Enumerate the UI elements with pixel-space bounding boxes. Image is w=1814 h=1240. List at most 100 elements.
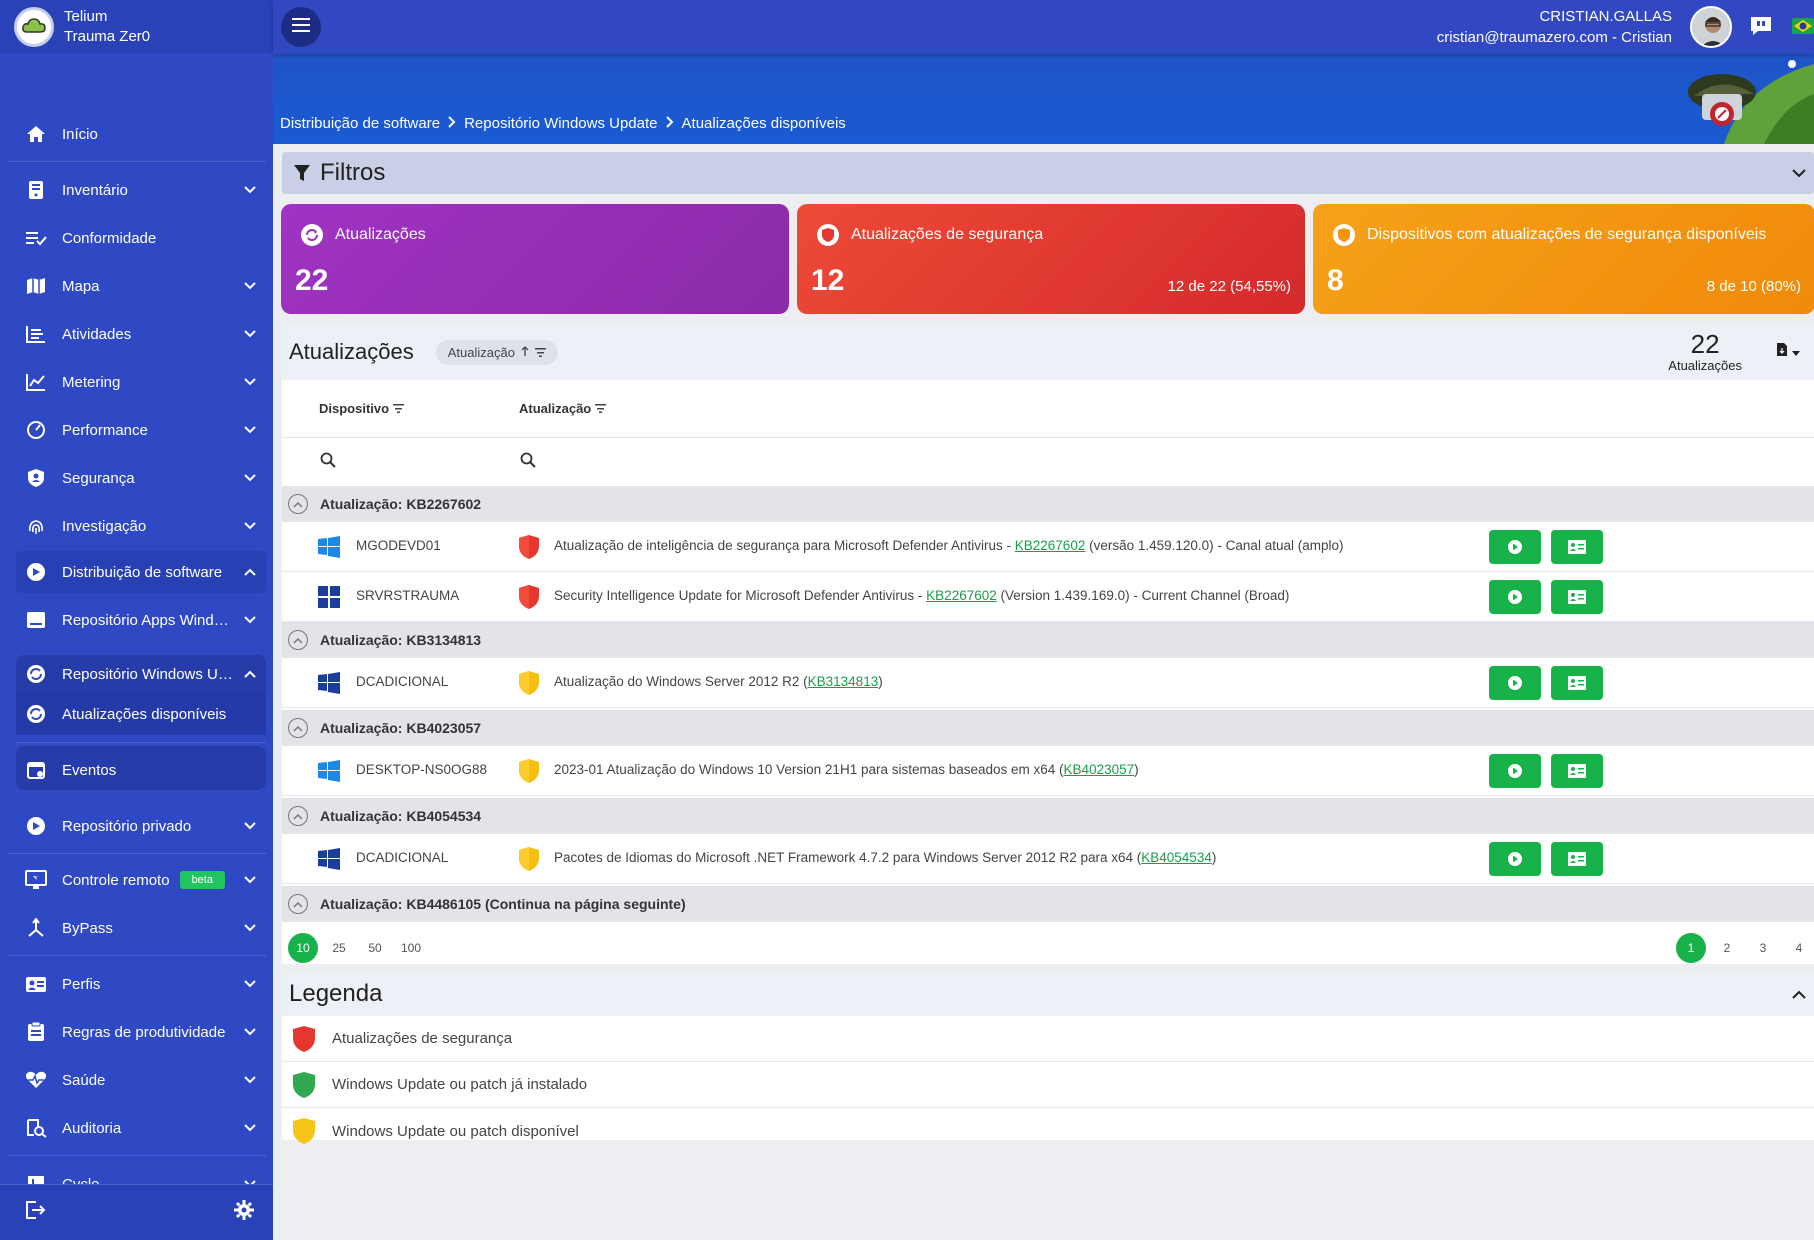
- kb-link[interactable]: KB3134813: [807, 674, 879, 689]
- chevron-down-icon[interactable]: [236, 1076, 264, 1084]
- export-button[interactable]: [1776, 342, 1800, 362]
- sidebar-item-atividades[interactable]: Atividades: [16, 313, 266, 355]
- sidebar-item-auditoria[interactable]: Auditoria: [16, 1107, 266, 1149]
- kb-link[interactable]: KB2267602: [1014, 538, 1086, 553]
- menu-toggle-button[interactable]: [281, 7, 321, 47]
- collapse-icon[interactable]: [288, 894, 308, 914]
- chevron-down-icon[interactable]: [236, 330, 264, 338]
- table-row[interactable]: DCADICIONAL Atualização do Windows Serve…: [282, 658, 1814, 708]
- chevron-down-icon[interactable]: [236, 876, 264, 884]
- sidebar-item-repositorio-apps[interactable]: Repositório Apps Windows: [16, 599, 266, 641]
- page-size-option[interactable]: 10: [288, 933, 318, 963]
- sidebar-item-inicio[interactable]: Início: [16, 113, 266, 155]
- sidebar-item-saude[interactable]: Saúde: [16, 1059, 266, 1101]
- legend-header[interactable]: Legenda: [282, 972, 1814, 1016]
- chevron-down-icon[interactable]: [236, 1028, 264, 1036]
- deploy-button[interactable]: [1489, 842, 1541, 876]
- collapse-icon[interactable]: [288, 718, 308, 738]
- sidebar-item-atualizacoes-disponiveis[interactable]: Atualizações disponíveis: [16, 693, 266, 735]
- chevron-down-icon[interactable]: [236, 522, 264, 530]
- sidebar-item-mapa[interactable]: Mapa: [16, 265, 266, 307]
- device-name[interactable]: DCADICIONAL: [356, 674, 449, 689]
- sidebar-item-seguranca[interactable]: Segurança: [16, 457, 266, 499]
- chevron-down-icon[interactable]: [236, 980, 264, 988]
- chevron-down-icon[interactable]: [236, 282, 264, 290]
- deploy-button[interactable]: [1489, 580, 1541, 614]
- card-security-updates[interactable]: Atualizações de segurança 12 12 de 22 (5…: [797, 204, 1305, 314]
- breadcrumb-item[interactable]: Repositório Windows Update: [464, 115, 658, 132]
- user-info[interactable]: CRISTIAN.GALLAS cristian@traumazero.com …: [1437, 6, 1672, 48]
- table-row[interactable]: SRVRSTRAUMA Security Intelligence Update…: [282, 572, 1814, 622]
- chevron-down-icon[interactable]: [236, 186, 264, 194]
- chevron-up-icon[interactable]: [236, 670, 264, 678]
- sidebar-item-performance[interactable]: Performance: [16, 409, 266, 451]
- details-button[interactable]: [1551, 754, 1603, 788]
- device-search[interactable]: [320, 438, 336, 486]
- chevron-down-icon[interactable]: [236, 924, 264, 932]
- sidebar-item-repositorio-privado[interactable]: Repositório privado: [16, 805, 266, 847]
- deploy-button[interactable]: [1489, 754, 1541, 788]
- table-row[interactable]: DESKTOP-NS0OG88 2023-01 Atualização do W…: [282, 746, 1814, 796]
- chevron-down-icon[interactable]: [236, 378, 264, 386]
- page-size-option[interactable]: 50: [368, 941, 382, 955]
- column-header-device[interactable]: Dispositivo: [319, 380, 405, 437]
- chevron-up-icon[interactable]: [236, 568, 264, 576]
- sidebar-item-conformidade[interactable]: Conformidade: [16, 217, 266, 259]
- chevron-up-icon[interactable]: [1792, 990, 1806, 999]
- group-row[interactable]: Atualização: KB4023057: [282, 710, 1814, 746]
- kb-link[interactable]: KB2267602: [926, 588, 997, 603]
- sidebar-item-repositorio-windows-update[interactable]: Repositório Windows Update: [16, 653, 266, 695]
- details-button[interactable]: [1551, 842, 1603, 876]
- chat-icon[interactable]: [1748, 14, 1774, 38]
- kb-link[interactable]: KB4054534: [1141, 850, 1212, 865]
- deploy-button[interactable]: [1489, 530, 1541, 564]
- chevron-down-icon[interactable]: [236, 822, 264, 830]
- group-row[interactable]: Atualização: KB2267602: [282, 486, 1814, 522]
- details-button[interactable]: [1551, 580, 1603, 614]
- page-button[interactable]: 4: [1795, 941, 1803, 955]
- chevron-down-icon[interactable]: [1792, 168, 1806, 178]
- brazil-flag-icon[interactable]: [1792, 14, 1814, 38]
- sidebar-item-bypass[interactable]: ByPass: [16, 907, 266, 949]
- group-row[interactable]: Atualização: KB4486105 (Continua na pági…: [282, 886, 1814, 922]
- details-button[interactable]: [1551, 530, 1603, 564]
- page-button[interactable]: 2: [1723, 941, 1731, 955]
- avatar[interactable]: [1690, 6, 1732, 48]
- collapse-icon[interactable]: [288, 494, 308, 514]
- chevron-down-icon[interactable]: [236, 1124, 264, 1132]
- table-row[interactable]: DCADICIONAL Pacotes de Idiomas do Micros…: [282, 834, 1814, 884]
- filter-lines-icon[interactable]: [595, 401, 607, 416]
- group-row[interactable]: Atualização: KB4054534: [282, 798, 1814, 834]
- chevron-down-icon[interactable]: [236, 616, 264, 624]
- logout-icon[interactable]: [24, 1200, 46, 1225]
- device-name[interactable]: DESKTOP-NS0OG88: [356, 762, 488, 777]
- sidebar-item-eventos[interactable]: Eventos: [16, 749, 266, 791]
- sidebar-item-controle-remoto[interactable]: Controle remoto beta: [16, 859, 266, 901]
- column-header-update[interactable]: Atualização: [519, 380, 607, 437]
- table-row[interactable]: MGODEVD01 Atualização de inteligência de…: [282, 522, 1814, 572]
- sidebar-item-distribuicao[interactable]: Distribuição de software: [16, 551, 266, 593]
- sidebar-item-investigacao[interactable]: Investigação: [16, 505, 266, 547]
- page-button[interactable]: 1: [1676, 933, 1706, 963]
- chevron-down-icon[interactable]: [236, 426, 264, 434]
- page-size-option[interactable]: 100: [400, 941, 422, 955]
- filters-bar[interactable]: Filtros: [282, 152, 1814, 194]
- filter-lines-icon[interactable]: [393, 401, 405, 416]
- collapse-icon[interactable]: [288, 630, 308, 650]
- sidebar-item-inventario[interactable]: Inventário: [16, 169, 266, 211]
- chevron-down-icon[interactable]: [236, 474, 264, 482]
- sidebar-item-regras-produtividade[interactable]: Regras de produtividade: [16, 1011, 266, 1053]
- sort-chip[interactable]: Atualização: [435, 339, 558, 365]
- device-name[interactable]: MGODEVD01: [356, 538, 441, 553]
- kb-link[interactable]: KB4023057: [1063, 762, 1135, 777]
- settings-icon[interactable]: [233, 1199, 255, 1226]
- card-updates[interactable]: Atualizações 22: [281, 204, 789, 314]
- collapse-icon[interactable]: [288, 806, 308, 826]
- card-devices-security[interactable]: Dispositivos com atualizações de seguran…: [1313, 204, 1814, 314]
- sidebar-item-metering[interactable]: Metering: [16, 361, 266, 403]
- breadcrumb-item[interactable]: Distribuição de software: [280, 115, 441, 132]
- device-name[interactable]: SRVRSTRAUMA: [356, 588, 460, 603]
- page-size-option[interactable]: 25: [332, 941, 346, 955]
- group-row[interactable]: Atualização: KB3134813: [282, 622, 1814, 658]
- deploy-button[interactable]: [1489, 666, 1541, 700]
